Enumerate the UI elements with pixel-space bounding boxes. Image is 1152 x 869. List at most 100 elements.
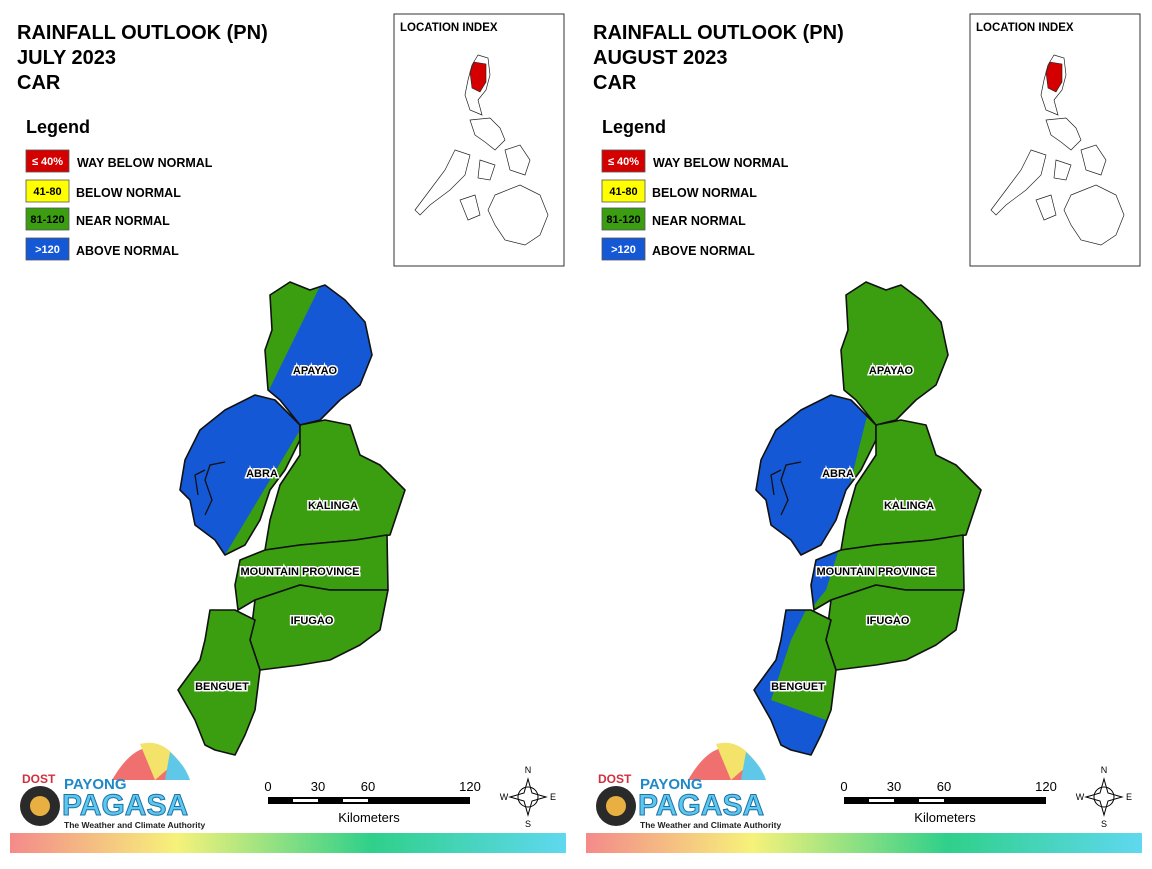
logo-umbrella-right — [165, 752, 190, 780]
scale-tick-label: 120 — [459, 779, 481, 794]
map-title: CAR — [593, 72, 637, 94]
legend-swatch — [25, 149, 70, 173]
scale-unit: Kilometers — [914, 810, 976, 825]
province-boundary — [179, 394, 301, 556]
legend-title: Legend — [26, 117, 90, 137]
logo-brand: PAGASA — [62, 789, 188, 822]
compass-ring — [517, 786, 539, 808]
philippines-outline — [414, 54, 549, 246]
compass-letter: E — [550, 792, 556, 802]
compass-rose — [508, 777, 548, 817]
philippines-outline — [990, 54, 1125, 246]
legend-range: ≤ 40% — [608, 156, 639, 168]
car-highlight — [469, 61, 487, 93]
legend-range: 81-120 — [606, 214, 640, 226]
legend-label: NEAR NORMAL — [76, 214, 170, 228]
province-label: ABRA — [822, 468, 854, 480]
province — [841, 282, 948, 425]
scale-tick-label: 30 — [887, 779, 901, 794]
scale-tick-label: 120 — [1035, 779, 1057, 794]
scale-bar-segment — [343, 799, 368, 802]
province-label: APAYAO — [293, 365, 338, 377]
legend-range: >120 — [35, 244, 60, 256]
car-highlight — [1045, 61, 1063, 93]
legend-label: BELOW NORMAL — [652, 186, 757, 200]
legend-range: 81-120 — [30, 214, 64, 226]
logo-umbrella-mid — [716, 742, 754, 780]
map-title: RAINFALL OUTLOOK (PN) — [17, 22, 268, 44]
color-band — [586, 833, 1142, 853]
compass-letter: S — [1101, 819, 1107, 829]
province-above-normal-area — [756, 395, 876, 555]
province-above-normal-area — [180, 395, 300, 555]
scale-tick-label: 0 — [264, 779, 271, 794]
province-boundary — [840, 281, 949, 426]
province — [250, 585, 388, 670]
legend-swatch — [601, 237, 646, 261]
map-title: AUGUST 2023 — [593, 47, 728, 69]
color-band — [10, 833, 566, 853]
province-label: ABRA — [246, 468, 278, 480]
logo-umbrella-right — [741, 752, 766, 780]
compass-letter: S — [525, 819, 531, 829]
compass-rose — [1084, 777, 1124, 817]
map-title: CAR — [17, 72, 61, 94]
compass-letter: N — [525, 765, 532, 775]
legend-label: BELOW NORMAL — [76, 186, 181, 200]
legend-swatch — [601, 179, 646, 203]
logo-brand-top: PAYONG — [64, 776, 127, 793]
location-index-title: LOCATION INDEX — [976, 22, 1074, 34]
province — [826, 585, 964, 670]
province-boundary — [264, 281, 373, 426]
province-label: IFUGAO — [867, 615, 910, 627]
legend-swatch — [601, 149, 646, 173]
compass-letter: E — [1126, 792, 1132, 802]
legend-title: Legend — [602, 117, 666, 137]
scale-bar — [844, 797, 1046, 804]
logo-tagline: The Weather and Climate Authority — [640, 820, 781, 830]
scale-bar — [268, 797, 470, 804]
province-label: MOUNTAIN PROVINCE — [817, 566, 936, 578]
province-label: MOUNTAIN PROVINCE — [241, 566, 360, 578]
logo-umbrella-mid — [140, 742, 178, 780]
legend-label: NEAR NORMAL — [652, 214, 746, 228]
province-boundary — [177, 609, 261, 756]
inner-boundary — [194, 461, 226, 516]
logo-agency: DOST — [22, 772, 56, 786]
scale-bar-segment — [869, 799, 894, 802]
logo-agency: DOST — [598, 772, 632, 786]
legend-swatch — [25, 179, 70, 203]
legend-swatch — [25, 237, 70, 261]
legend-range: 41-80 — [609, 186, 637, 198]
province — [811, 535, 964, 610]
scale-tick-label: 0 — [840, 779, 847, 794]
province-label: BENGUET — [195, 681, 249, 693]
legend-range: ≤ 40% — [32, 156, 63, 168]
scale-tick-label: 60 — [937, 779, 951, 794]
province — [235, 535, 388, 610]
scale-tick-label: 60 — [361, 779, 375, 794]
province-label: IFUGAO — [291, 615, 334, 627]
legend-label: WAY BELOW NORMAL — [77, 156, 213, 170]
logo-seal-inner — [606, 796, 626, 816]
compass-letter: W — [500, 792, 509, 802]
logo-seal-inner — [30, 796, 50, 816]
province-label: KALINGA — [308, 500, 358, 512]
legend-range: 41-80 — [33, 186, 61, 198]
inner-boundary — [770, 461, 802, 516]
province-label: BENGUET — [771, 681, 825, 693]
map-title: JULY 2023 — [17, 47, 116, 69]
scale-tick-label: 30 — [311, 779, 325, 794]
compass-letter: N — [1101, 765, 1108, 775]
legend-label: ABOVE NORMAL — [76, 244, 179, 258]
province — [178, 610, 260, 755]
legend-swatch — [601, 207, 646, 231]
province-boundary — [753, 609, 837, 756]
legend-swatch — [25, 207, 70, 231]
location-index-title: LOCATION INDEX — [400, 22, 498, 34]
province-label: APAYAO — [869, 365, 914, 377]
scale-unit: Kilometers — [338, 810, 400, 825]
